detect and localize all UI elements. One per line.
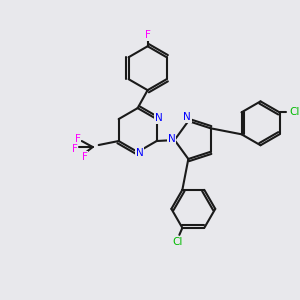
Text: Cl: Cl: [172, 237, 183, 247]
Text: F: F: [82, 152, 88, 162]
Text: N: N: [184, 112, 191, 122]
Text: F: F: [75, 134, 81, 144]
Text: N: N: [155, 113, 163, 123]
Text: Cl: Cl: [289, 107, 300, 117]
Text: F: F: [145, 30, 151, 40]
Text: N: N: [136, 148, 143, 158]
Text: F: F: [72, 144, 78, 154]
Text: N: N: [168, 134, 176, 144]
